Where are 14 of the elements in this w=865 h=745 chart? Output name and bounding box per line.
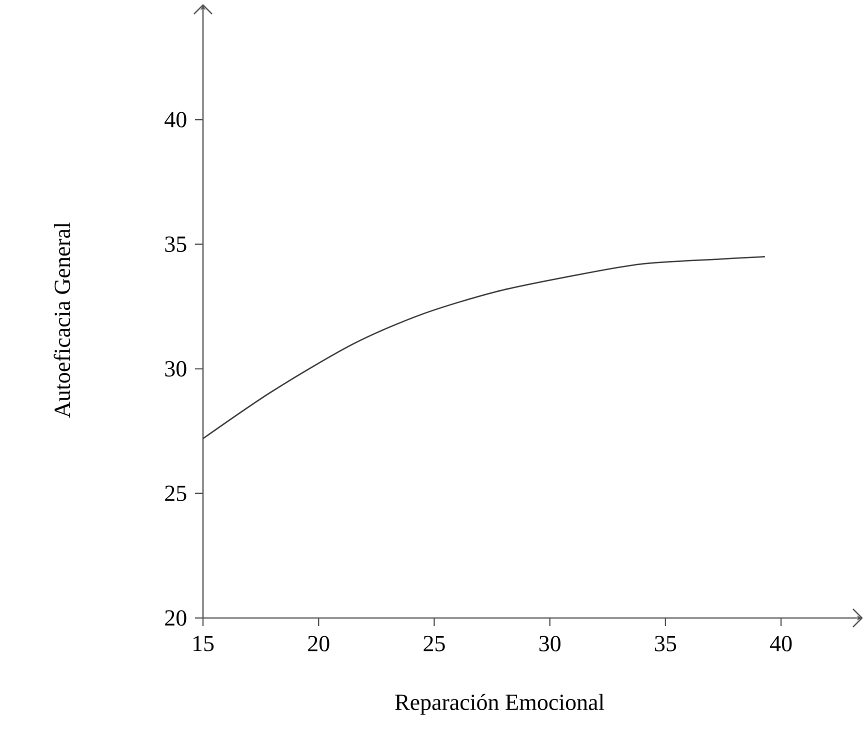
x-tick-label: 15 bbox=[194, 636, 214, 652]
y-tick-label: 20 bbox=[165, 610, 186, 626]
x-axis-title: Reparación Emocional bbox=[395, 694, 604, 715]
line-series bbox=[202, 256, 766, 440]
y-tick-label: 35 bbox=[165, 236, 186, 252]
y-axis-title: Autoeficacia General bbox=[54, 222, 70, 418]
x-tick-label: 40 bbox=[770, 636, 792, 652]
x-tick-label: 25 bbox=[424, 636, 445, 652]
y-tick-label: 25 bbox=[165, 486, 186, 502]
x-tick-label: 35 bbox=[655, 636, 676, 652]
y-tick-label: 40 bbox=[164, 112, 186, 128]
y-tick-label: 30 bbox=[165, 361, 186, 377]
x-tick-label: 20 bbox=[308, 636, 330, 652]
x-tick-label: 30 bbox=[539, 636, 560, 652]
